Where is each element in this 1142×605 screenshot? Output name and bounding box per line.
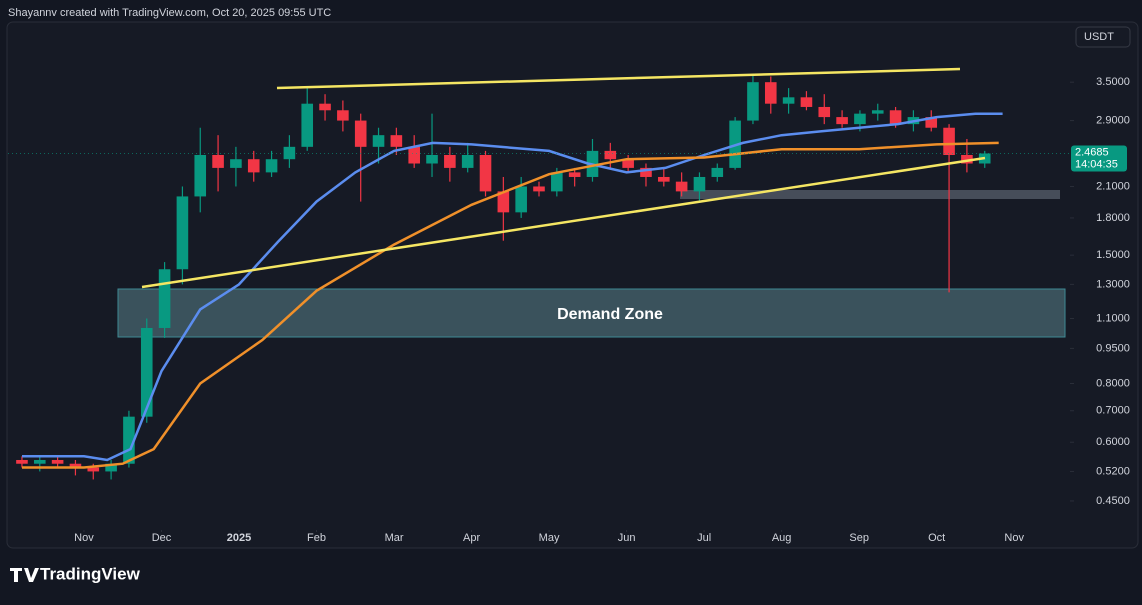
candle-body — [515, 186, 527, 213]
x-tick-label: Jun — [618, 532, 636, 544]
candle-body — [230, 159, 242, 168]
candle-body — [16, 459, 28, 464]
candle-body — [479, 154, 492, 192]
y-tick-label: 0.6000 — [1096, 436, 1130, 448]
annotation: Demand Zone — [557, 306, 663, 323]
candle-body — [69, 463, 82, 468]
candle-body — [51, 459, 64, 464]
y-tick-label: 0.5200 — [1096, 465, 1130, 477]
candle-body — [961, 154, 973, 164]
support-zone — [680, 190, 1060, 199]
y-tick-label: 3.5000 — [1096, 76, 1130, 88]
last-price: 2.4685 — [1075, 146, 1109, 158]
last-price-box — [1071, 145, 1127, 172]
candle-body — [105, 463, 117, 472]
y-tick-label: 0.8000 — [1096, 377, 1130, 389]
x-tick-label: 2025 — [227, 532, 251, 544]
candle-body — [533, 186, 545, 192]
candle-body — [747, 82, 759, 121]
y-tick-label: 1.1000 — [1096, 312, 1130, 324]
logo: TradingView — [10, 564, 141, 583]
moving-average — [22, 112, 1003, 462]
candle-body — [693, 176, 706, 192]
candle-body — [836, 117, 848, 125]
x-tick-label: Nov — [1004, 532, 1024, 544]
candle-body — [604, 150, 617, 160]
currency-box — [1075, 26, 1131, 48]
candle-body — [247, 159, 260, 173]
candle-body — [675, 181, 688, 192]
candle-body — [658, 176, 670, 182]
y-tick-label: 0.4500 — [1096, 495, 1130, 507]
y-tick-label: 0.7000 — [1096, 405, 1130, 417]
brand: TradingView — [40, 564, 141, 583]
x-tick-label: Oct — [928, 532, 945, 544]
candle-body — [871, 110, 884, 114]
candle-body — [194, 154, 207, 197]
candle-body — [711, 167, 724, 177]
candle-body — [390, 135, 403, 147]
candle-body — [818, 106, 831, 118]
x-tick-label: Nov — [74, 532, 94, 544]
candle-body — [800, 97, 813, 107]
x-tick-label: Feb — [307, 532, 326, 544]
moving-average — [22, 141, 999, 469]
candle-body — [283, 146, 296, 160]
candle-body — [408, 146, 420, 164]
candle-body — [319, 103, 331, 111]
logo-mark — [10, 568, 39, 582]
candle-body — [461, 154, 474, 168]
x-tick-label: Sep — [849, 532, 869, 544]
candle-body — [925, 117, 938, 128]
candle-body — [444, 154, 456, 168]
candle-body — [354, 120, 367, 147]
candle-body — [854, 113, 866, 125]
candle-body — [301, 103, 314, 147]
candle-body — [943, 127, 955, 155]
x-tick-label: Dec — [152, 532, 172, 544]
candle-body — [265, 159, 278, 173]
y-tick-label: 0.9500 — [1096, 342, 1130, 354]
candle-body — [640, 167, 652, 177]
y-tick-label: 1.5000 — [1096, 249, 1130, 261]
candle-body — [176, 196, 189, 270]
candle-body — [33, 459, 46, 464]
candle-body — [622, 159, 634, 168]
chart-panel — [6, 21, 1139, 549]
candle-body — [372, 135, 385, 147]
candle-body — [568, 172, 581, 177]
candle-body — [497, 191, 510, 213]
candle-body — [889, 110, 902, 125]
y-tick-label: 1.8000 — [1096, 212, 1130, 224]
y-tick-label: 2.9000 — [1096, 114, 1130, 126]
candle-body — [212, 154, 224, 168]
x-tick-label: Apr — [463, 532, 480, 544]
x-tick-label: May — [539, 532, 560, 544]
candle-body — [764, 82, 777, 104]
candle-body — [140, 327, 153, 417]
candle-body — [337, 110, 349, 121]
upper-trendline — [276, 67, 961, 90]
candle-body — [551, 172, 563, 192]
x-tick-label: Jul — [697, 532, 711, 544]
x-tick-label: Aug — [772, 532, 792, 544]
lower-trendline — [141, 156, 986, 289]
countdown: 14:04:35 — [1075, 158, 1118, 170]
candle-body — [123, 416, 135, 464]
trendlines — [141, 67, 986, 289]
currency: USDT — [1084, 31, 1114, 43]
candle-body — [158, 269, 171, 328]
header: Shayannv created with TradingView.com, O… — [8, 7, 331, 19]
y-tick-label: 1.3000 — [1096, 278, 1130, 290]
candle-body — [782, 97, 795, 104]
y-tick-label: 2.1000 — [1096, 180, 1130, 192]
plot — [16, 73, 1066, 480]
candle-body — [87, 467, 100, 472]
x-tick-label: Mar — [385, 532, 404, 544]
candle-body — [426, 154, 438, 164]
